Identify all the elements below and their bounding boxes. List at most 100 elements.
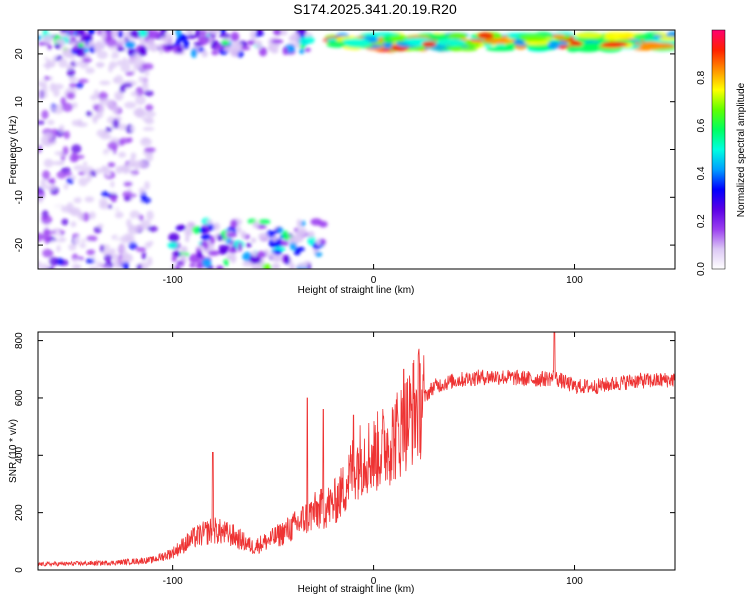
heatmap-cell: [38, 89, 42, 99]
heatmap-cell: [66, 177, 74, 185]
spectrogram-ytick-label: 10: [14, 96, 25, 108]
heatmap-cell: [256, 30, 263, 35]
heatmap-cell: [573, 32, 604, 38]
heatmap-cell: [307, 231, 315, 238]
heatmap-cell: [81, 212, 91, 222]
heatmap-cell: [41, 30, 48, 35]
colorbar-tick-label: 0.2: [696, 214, 707, 228]
heatmap-cell: [116, 227, 123, 235]
spectrogram-ytick-label: 0: [14, 146, 25, 152]
heatmap-cell: [42, 148, 51, 155]
heatmap-cell: [73, 236, 83, 246]
heatmap-cell: [176, 224, 187, 230]
heatmap-cell: [121, 255, 134, 263]
heatmap-cell: [76, 122, 88, 128]
heatmap-cell: [185, 235, 190, 243]
heatmap-cell: [138, 76, 145, 83]
heatmap-cell: [80, 37, 87, 42]
heatmap-cell: [149, 43, 158, 52]
heatmap-cell: [107, 162, 116, 168]
heatmap-cell: [42, 34, 53, 44]
heatmap-cell: [258, 219, 271, 225]
heatmap-cell: [70, 221, 77, 228]
heatmap-cell: [167, 242, 179, 249]
heatmap-cell: [68, 243, 77, 251]
heatmap-cell: [466, 42, 481, 48]
heatmap-cell: [160, 30, 167, 34]
heatmap-cell: [84, 196, 95, 203]
heatmap-cell: [175, 264, 181, 269]
heatmap-cell: [122, 57, 128, 65]
heatmap-cell: [99, 80, 111, 86]
heatmap-cell: [240, 230, 247, 239]
heatmap-cell: [343, 39, 371, 48]
heatmap-cell: [114, 75, 124, 85]
heatmap-cell: [101, 30, 107, 40]
heatmap-cell: [223, 258, 229, 267]
heatmap-cell: [71, 263, 82, 269]
heatmap-cell: [89, 211, 96, 220]
heatmap-cell: [42, 170, 51, 180]
heatmap-cell: [601, 41, 628, 48]
heatmap-cell: [147, 225, 158, 232]
heatmap-cell: [114, 90, 124, 101]
heatmap-cell: [129, 157, 136, 168]
heatmap-cell: [280, 240, 289, 247]
heatmap-cell: [87, 40, 95, 48]
heatmap-cell: [271, 39, 284, 44]
heatmap-cell: [106, 48, 113, 57]
heatmap-cell: [141, 63, 154, 70]
heatmap-cell: [49, 256, 58, 267]
heatmap-cell: [68, 30, 75, 36]
heatmap-cell: [118, 243, 126, 253]
heatmap-cell: [304, 47, 311, 52]
heatmap-cell: [282, 46, 289, 56]
heatmap-cell: [43, 158, 54, 168]
heatmap-cell: [85, 86, 94, 96]
heatmap-cell: [94, 168, 104, 174]
heatmap-cell: [252, 221, 260, 229]
heatmap-cell: [85, 67, 95, 74]
heatmap-cell: [436, 38, 466, 47]
heatmap-cell: [138, 187, 146, 195]
heatmap-cell: [633, 33, 655, 40]
snr-ticks: -100 0 100 0 200 400 600 800: [14, 332, 675, 587]
heatmap-cell: [168, 232, 180, 242]
heatmap-cell: [93, 42, 102, 53]
heatmap-cell: [301, 220, 306, 227]
heatmap-cell: [68, 76, 78, 82]
heatmap-cell: [126, 49, 136, 55]
heatmap-cell: [218, 244, 231, 251]
heatmap-cell: [78, 177, 89, 187]
spectrogram-xtick-label: 100: [566, 275, 583, 286]
heatmap-cell: [171, 255, 177, 263]
snr-xlabel: Height of straight line (km): [298, 584, 415, 595]
heatmap-cell: [43, 76, 50, 81]
heatmap-cell: [135, 246, 147, 253]
heatmap-cell: [130, 91, 139, 97]
heatmap-cell: [97, 223, 104, 229]
colorbar-tick-label: 0.0: [696, 262, 707, 276]
heatmap-cell: [96, 50, 108, 60]
colorbar-ticks: 0.0 0.2 0.4 0.6 0.8: [696, 70, 707, 276]
heatmap-cell: [135, 107, 144, 115]
heatmap-cell: [191, 226, 202, 234]
heatmap-cell: [148, 240, 154, 245]
heatmap-cell: [230, 253, 237, 264]
heatmap-cell: [99, 202, 111, 210]
heatmap-cell: [226, 253, 232, 261]
heatmap-cell: [63, 183, 69, 190]
heatmap-cell: [213, 222, 221, 231]
heatmap-cell: [111, 205, 118, 215]
heatmap-cell: [240, 46, 251, 51]
heatmap-cell: [119, 39, 127, 44]
heatmap-cell: [124, 101, 137, 109]
heatmap-cell: [128, 241, 138, 250]
heatmap-cell: [211, 50, 219, 56]
heatmap-cell: [250, 30, 257, 40]
heatmap-cell: [42, 84, 48, 94]
heatmap-cell: [109, 188, 122, 194]
heatmap-cell: [60, 167, 71, 174]
heatmap-cell: [230, 219, 238, 229]
